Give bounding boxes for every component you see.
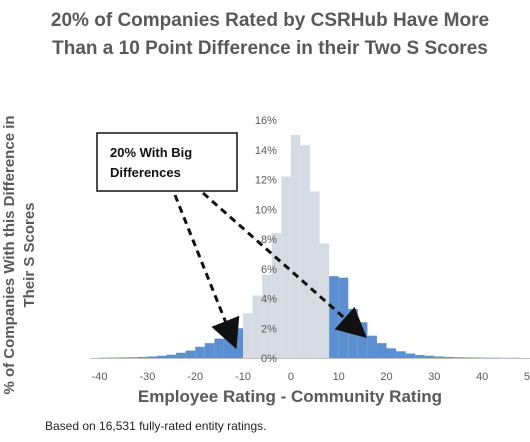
histogram-bar — [128, 357, 138, 358]
y-tick-label: 10% — [255, 204, 277, 216]
histogram-bar — [233, 328, 244, 358]
histogram-bar — [443, 356, 454, 358]
x-axis-label: Employee Rating - Community Rating — [138, 387, 442, 406]
x-tick-label: 10 — [333, 371, 345, 383]
histogram-bar — [376, 343, 387, 359]
x-tick-label: 50 — [524, 371, 530, 383]
histogram-bar — [176, 352, 186, 358]
histogram-bar — [166, 354, 177, 358]
histogram-bar — [300, 145, 310, 358]
histogram-bar — [290, 134, 301, 359]
x-tick-label: 40 — [476, 371, 488, 383]
histogram-bar — [223, 334, 234, 358]
histogram-bar — [204, 343, 215, 359]
histogram-bar — [195, 346, 205, 358]
y-tick-label: 8% — [261, 234, 277, 246]
callout-text-line-1: 20% With Big — [110, 145, 192, 160]
histogram-bar — [338, 277, 349, 358]
histogram-bar — [424, 355, 435, 358]
x-tick-label: 20 — [380, 371, 392, 383]
y-tick-labels: 0% 2% 4% 6% 8% 10% 12% 14% 16% — [255, 115, 277, 365]
histogram-bar — [185, 350, 196, 358]
histogram-bar — [415, 355, 425, 358]
histogram-bar — [434, 356, 444, 358]
histogram-bar — [310, 191, 320, 358]
callout-text-line-2: Differences — [110, 165, 181, 180]
x-tick-label: 30 — [428, 371, 440, 383]
y-tick-label: 0% — [261, 353, 277, 365]
callout-box: 20% With Big Differences — [96, 132, 238, 192]
x-tick-label: -10 — [235, 371, 251, 383]
y-tick-label: 4% — [261, 294, 277, 306]
histogram-bar — [137, 356, 148, 358]
histogram-bar — [243, 313, 253, 359]
footnote: Based on 16,531 fully-rated entity ratin… — [45, 419, 266, 433]
x-tick-labels: -40 -30 -20 -10 0 10 20 30 40 50 — [92, 371, 530, 383]
y-axis-label: % of Companies With this Difference in T… — [1, 115, 38, 394]
histogram-bar — [396, 351, 406, 358]
callout-arrow-right — [202, 191, 367, 338]
histogram-bar — [252, 295, 263, 358]
y-tick-label: 12% — [255, 175, 277, 187]
y-axis-label-line-1: % of Companies With this Difference in — [1, 115, 18, 394]
histogram-bar — [367, 335, 377, 358]
histogram-bar — [262, 274, 272, 358]
histogram-bar — [214, 338, 224, 358]
x-tick-label: -20 — [187, 371, 203, 383]
histogram-bar — [386, 348, 397, 358]
callout-arrow-left — [173, 194, 240, 350]
histogram-bar — [453, 357, 464, 358]
chart-title-line-1: 20% of Companies Rated by CSRHub Have Mo… — [51, 10, 489, 31]
histogram-bar — [329, 276, 339, 358]
x-tick-label: -40 — [92, 371, 108, 383]
x-tick-label: 0 — [288, 371, 294, 383]
histogram-bar — [405, 353, 416, 358]
histogram-bar — [463, 357, 473, 358]
histogram-bar — [156, 355, 167, 358]
histogram-bar — [271, 233, 282, 358]
histogram-bar — [348, 308, 358, 358]
y-tick-label: 6% — [261, 264, 277, 276]
histogram-bar — [357, 322, 368, 358]
histogram-bar — [118, 357, 129, 358]
y-tick-label: 16% — [255, 115, 277, 127]
x-tick-label: -30 — [139, 371, 155, 383]
chart-title-line-2: Than a 10 Point Difference in their Two … — [52, 38, 488, 59]
y-tick-label: 14% — [255, 145, 277, 157]
y-axis-label-line-2: Their S Scores — [21, 202, 38, 307]
histogram-bar — [147, 356, 157, 358]
y-tick-label: 2% — [261, 323, 277, 335]
